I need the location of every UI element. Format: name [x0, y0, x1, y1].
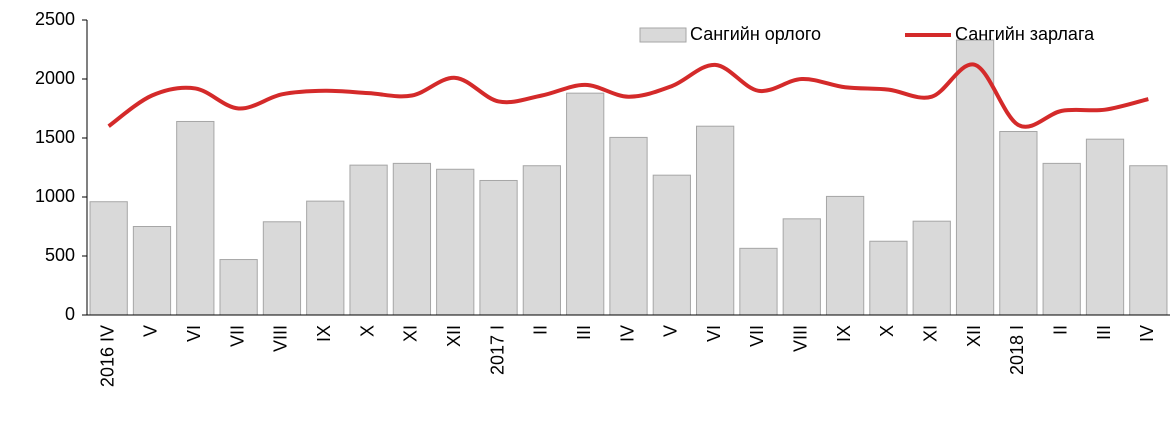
bar: [1085, 138, 1125, 316]
bar: [1129, 165, 1168, 316]
x-tick-label: XII: [444, 325, 464, 347]
x-tick-label: IV: [1137, 325, 1157, 342]
bar: [825, 195, 865, 316]
x-tick-label: VIII: [791, 325, 811, 352]
x-tick-label: 2017 I: [487, 325, 507, 375]
x-tick-label: VIII: [271, 325, 291, 352]
x-tick-label: II: [1050, 325, 1070, 335]
x-tick-label: III: [1094, 325, 1114, 340]
x-tick-label: VII: [227, 325, 247, 347]
bar: [349, 164, 388, 316]
y-tick-label: 0: [65, 304, 75, 324]
x-tick-label: XI: [401, 325, 421, 342]
x-tick-label: VII: [747, 325, 767, 347]
bar: [219, 259, 258, 316]
bar: [132, 226, 172, 316]
bar: [392, 162, 432, 316]
y-tick-label: 500: [45, 245, 75, 265]
bar: [1042, 162, 1081, 316]
bar: [999, 131, 1038, 316]
bar: [869, 240, 908, 316]
bar: [696, 125, 735, 316]
bar: [652, 174, 691, 316]
bar: [522, 165, 561, 316]
bar: [782, 218, 821, 316]
y-tick-label: 2000: [35, 68, 75, 88]
legend-label: Сангийн орлого: [690, 24, 821, 44]
x-tick-label: VI: [184, 325, 204, 342]
x-tick-label: III: [574, 325, 594, 340]
x-tick-label: XI: [920, 325, 940, 342]
x-tick-label: 2018 I: [1007, 325, 1027, 375]
x-tick-label: V: [661, 325, 681, 337]
x-tick-label: VI: [704, 325, 724, 342]
x-tick-label: XII: [964, 325, 984, 347]
line: [107, 62, 1149, 129]
bar: [436, 168, 475, 316]
x-tick-label: X: [357, 325, 377, 337]
bar: [176, 120, 215, 316]
bar: [912, 220, 951, 316]
bar: [566, 92, 605, 316]
x-tick-label: 2016 IV: [97, 325, 117, 387]
y-tick-label: 2500: [35, 9, 75, 29]
legend-label: Сангийн зарлага: [955, 24, 1095, 44]
y-tick-label: 1500: [35, 127, 75, 147]
x-tick-label: V: [141, 325, 161, 337]
bar: [739, 247, 778, 316]
x-tick-label: IX: [314, 325, 334, 342]
x-tick-label: X: [877, 325, 897, 337]
x-tick-label: II: [531, 325, 551, 335]
bar: [306, 200, 345, 316]
bar: [89, 201, 128, 316]
x-tick-label: IV: [617, 325, 637, 342]
bar: [262, 221, 302, 316]
legend-swatch: [639, 27, 687, 43]
x-tick-label: IX: [834, 325, 854, 342]
bar: [479, 179, 518, 316]
bar: [609, 136, 648, 316]
y-tick-label: 1000: [35, 186, 75, 206]
